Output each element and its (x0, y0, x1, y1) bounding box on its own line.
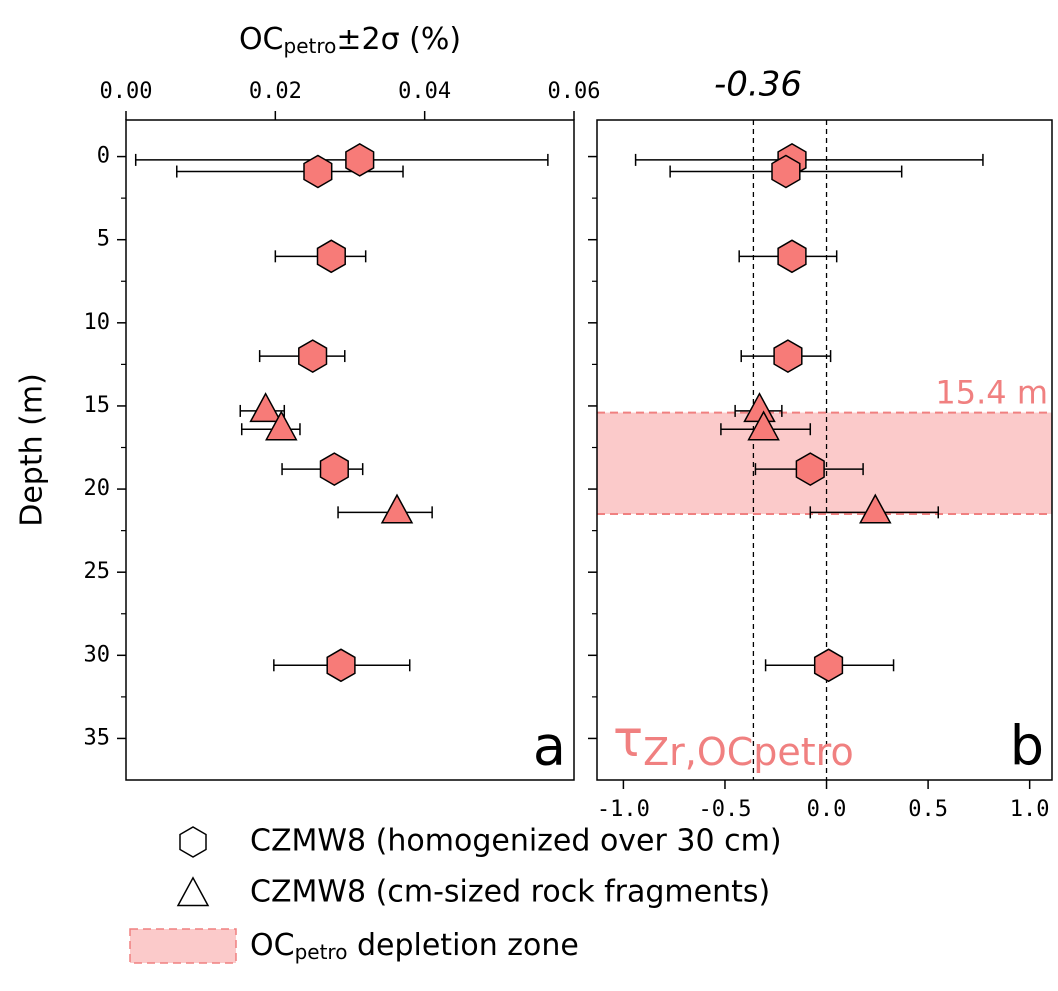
triangle-marker (249, 392, 282, 423)
y-tick-label: 5 (97, 227, 110, 252)
legend-zone-swatch (129, 928, 237, 964)
legend-label: CZMW8 (homogenized over 30 cm) (250, 824, 782, 859)
legend-label: CZMW8 (cm-sized rock fragments) (250, 875, 770, 910)
y-tick-label: 30 (84, 642, 111, 667)
hexagon-marker (771, 154, 801, 189)
triangle-marker (859, 493, 892, 524)
legend-marker (179, 826, 207, 858)
y-tick-label: 10 (84, 310, 111, 335)
panel-label: b (1010, 715, 1044, 778)
hexagon-marker (316, 239, 346, 274)
annotation: τZr,OCpetro (613, 710, 854, 774)
x-tick-label: -0.5 (698, 797, 751, 822)
x-tick-label: 0.04 (398, 79, 451, 104)
plot-frame (596, 119, 1053, 781)
text-part: depletion zone (347, 928, 578, 963)
chart-title: -0.36 (714, 65, 802, 105)
legend-marker (176, 876, 210, 907)
hexagon-marker (319, 452, 349, 486)
y-tick-label: 0 (97, 144, 110, 169)
y-tick-label: 35 (84, 725, 111, 750)
hexagon-marker (298, 339, 328, 373)
plot-frame (125, 119, 575, 781)
triangle-marker (747, 410, 780, 441)
text-part: petro (284, 34, 337, 58)
text-part: ±2σ (%) (336, 22, 461, 57)
x-tick-label: 0.0 (807, 797, 847, 822)
x-tick-label: 1.0 (1010, 797, 1050, 822)
x-tick-label: 0.02 (249, 79, 302, 104)
x-tick-label: 0.00 (100, 79, 153, 104)
y-tick-label: 25 (84, 559, 111, 584)
hexagon-marker (813, 648, 844, 683)
text-part: τ (613, 710, 643, 768)
hexagon-marker (777, 239, 807, 274)
panel-label: a (533, 715, 566, 778)
text-part: OC (250, 928, 295, 963)
x-tick-label: -1.0 (597, 797, 650, 822)
zone-label: 15.4 m (935, 374, 1048, 412)
y-tick-label: 15 (84, 393, 111, 418)
hexagon-marker (795, 452, 825, 486)
hexagon-marker (345, 143, 375, 177)
x-axis-label: OCpetro±2σ (%) (239, 22, 461, 58)
text-part: OC (239, 22, 284, 57)
hexagon-marker (303, 154, 333, 189)
y-axis-label: Depth (m) (15, 373, 50, 527)
text-part: Zr,OCpetro (643, 730, 854, 774)
y-tick-label: 20 (84, 476, 111, 501)
triangle-marker (380, 493, 414, 524)
hexagon-marker (326, 648, 356, 683)
hexagon-marker (773, 339, 803, 373)
triangle-marker (265, 410, 298, 441)
text-part: petro (295, 940, 348, 964)
triangle-marker (743, 392, 776, 423)
x-tick-label: 0.5 (908, 797, 948, 822)
x-tick-label: 0.06 (548, 79, 601, 104)
legend-label: OCpetro depletion zone (250, 928, 579, 964)
